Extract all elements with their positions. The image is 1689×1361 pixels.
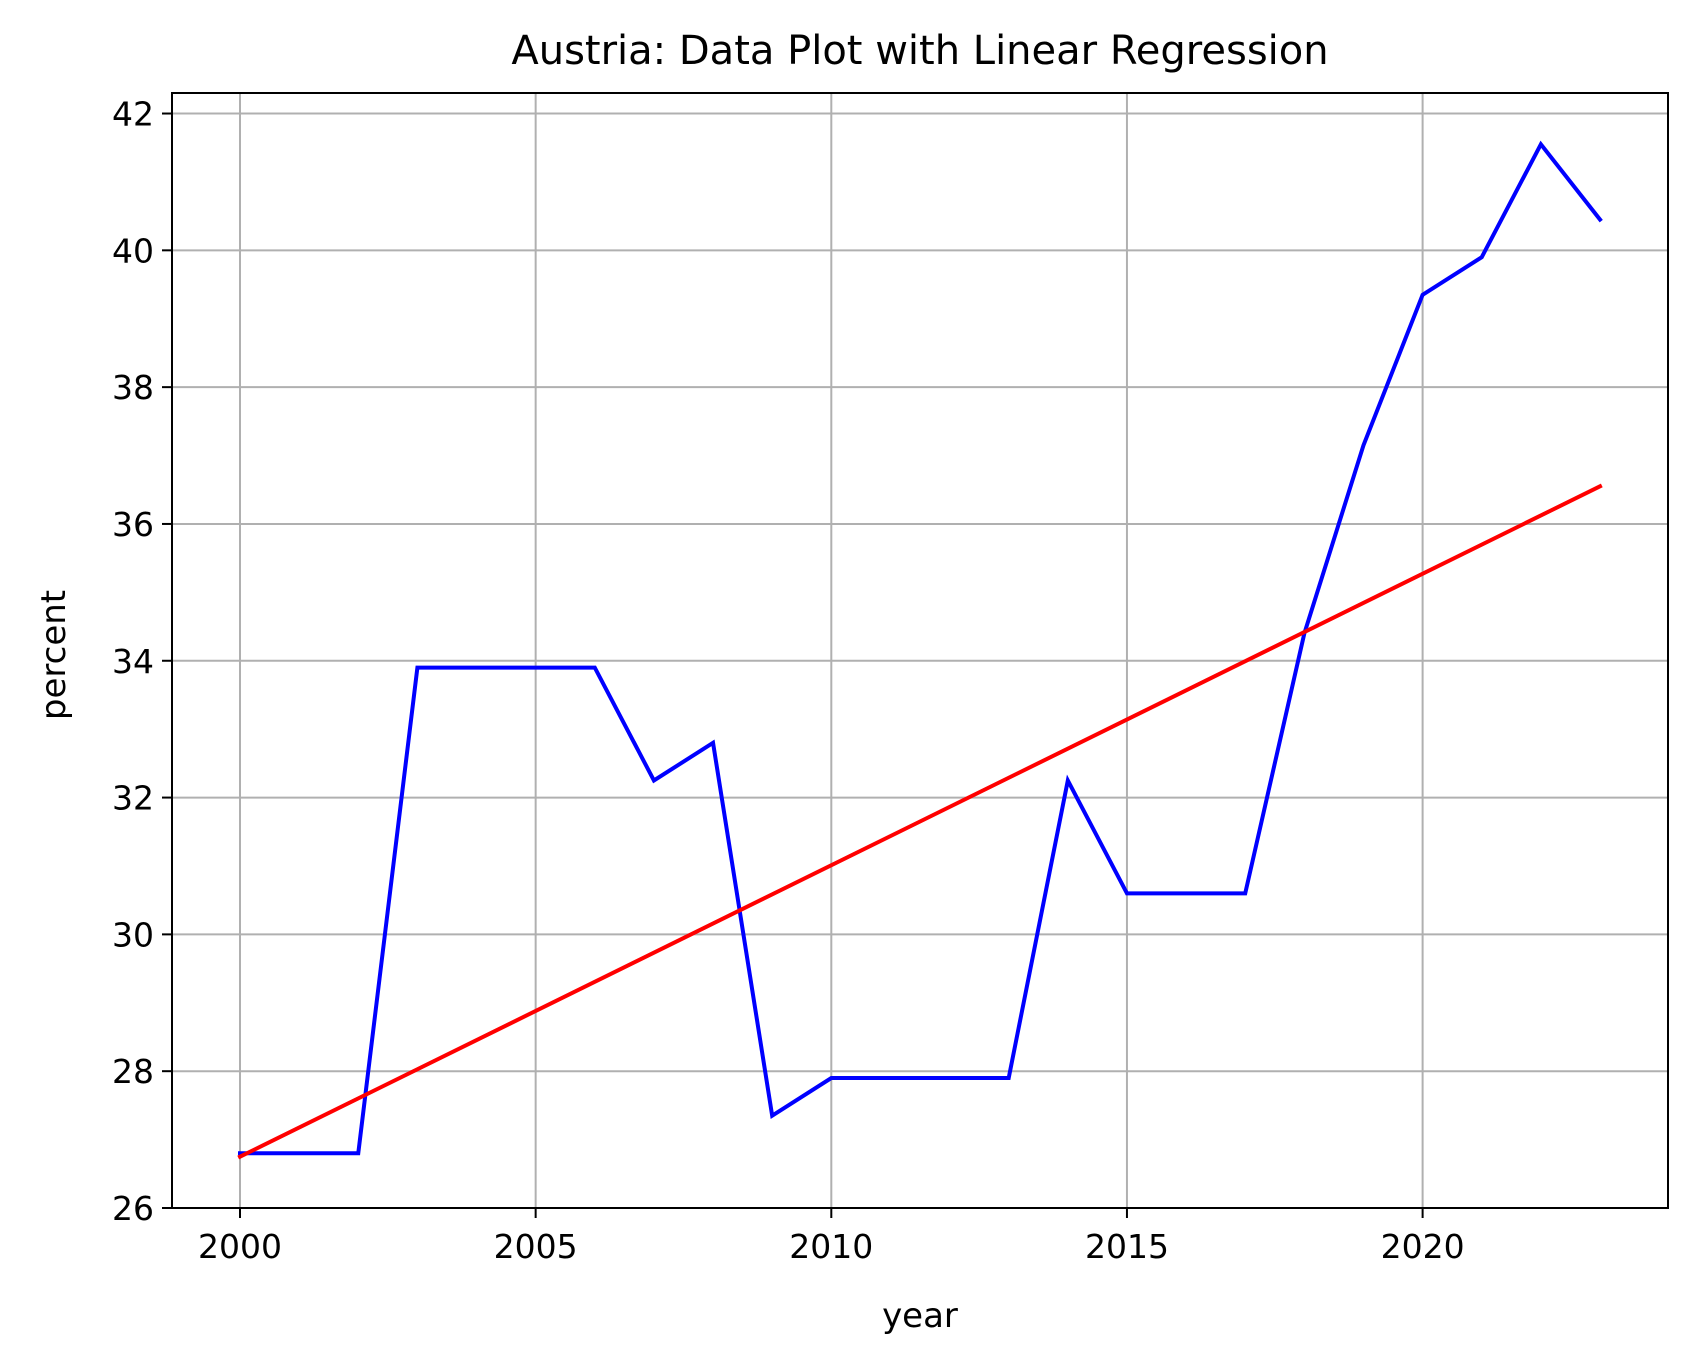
y-tick-label: 36 [112,505,154,544]
y-tick-label: 34 [112,642,154,681]
y-tick-label: 30 [112,915,154,954]
x-tick-label: 2005 [494,1227,578,1266]
x-tick-label: 2015 [1085,1227,1169,1266]
y-tick-label: 26 [112,1189,154,1228]
regression-line [237,483,1603,1160]
y-tick-label: 42 [112,95,154,134]
plot-frame [171,92,1669,1209]
x-tick-label: 2020 [1381,1227,1465,1266]
y-tick-label: 32 [112,779,154,818]
y-tick-label: 38 [112,368,154,407]
x-tick-label: 2000 [198,1227,282,1266]
y-tick-label: 40 [112,231,154,270]
axis-ticks: 2000 2005 2010 2015 2020 26 28 30 32 34 36 38 40 42 [112,95,1465,1266]
y-axis-label: percent [34,590,74,720]
y-tick-label: 28 [112,1052,154,1091]
x-axis-label: year [882,1296,958,1336]
chart-title: Austria: Data Plot with Linear Regressio… [511,28,1328,74]
x-tick-label: 2010 [789,1227,873,1266]
data-series-line [238,140,1603,1156]
series-layer [237,140,1603,1160]
